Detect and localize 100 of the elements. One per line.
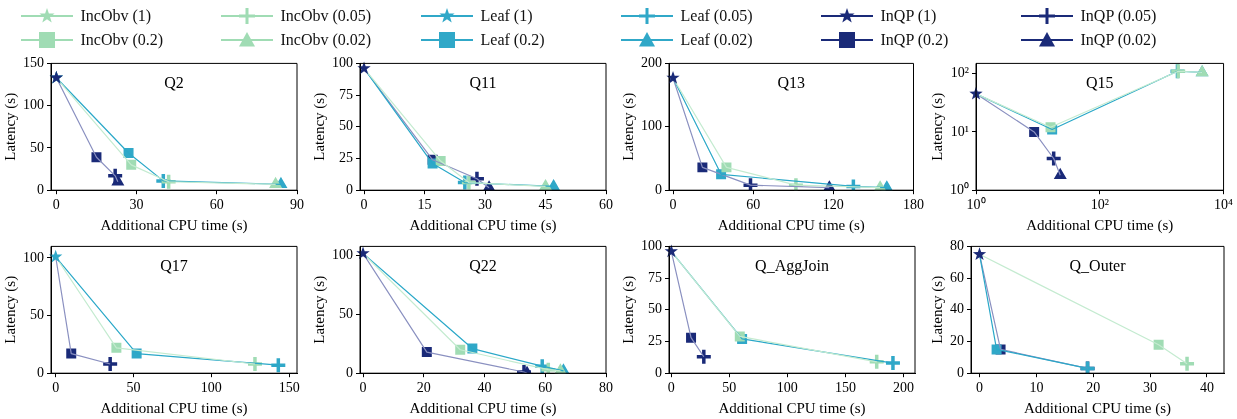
- x-tick-label: 0: [52, 380, 60, 396]
- y-axis-title: Latency (s): [1, 92, 19, 161]
- y-axis-title: Latency (s): [310, 275, 328, 344]
- y-tick-label: 80: [950, 238, 964, 254]
- legend-label: IncObv (1): [80, 7, 152, 25]
- y-axis-title: Latency (s): [619, 92, 637, 161]
- x-tick-label: 40: [477, 380, 492, 396]
- x-tick-label: 150: [834, 380, 856, 396]
- legend-label: IncObv (0.05): [280, 7, 372, 25]
- x-axis-title: Additional CPU time (s): [409, 216, 557, 234]
- y-tick-label: 0: [655, 181, 662, 197]
- y-axis-title: Latency (s): [928, 275, 946, 344]
- x-tick-label: 15: [417, 197, 432, 213]
- y-tick-label: 40: [950, 301, 964, 317]
- x-tick-label: 150: [278, 380, 300, 396]
- y-tick-label: 10²: [950, 65, 969, 81]
- y-tick-label: 100: [641, 118, 662, 134]
- text: Q17: [160, 256, 188, 274]
- x-tick-label: 60: [209, 197, 224, 213]
- x-axis-title: Additional CPU time (s): [718, 399, 866, 417]
- y-tick-label: 0: [346, 364, 353, 380]
- x-tick-label: 20: [1086, 380, 1101, 396]
- x-tick-label: 10⁰: [966, 197, 986, 213]
- legend-label: InQP (0.2): [880, 31, 949, 49]
- y-tick-label: 0: [655, 364, 662, 380]
- text: Q_AggJoin: [755, 256, 829, 275]
- legend-label: Leaf (0.2): [480, 31, 545, 49]
- x-tick-label: 60: [538, 380, 553, 396]
- x-axis-title: Additional CPU time (s): [100, 399, 248, 417]
- y-tick-label: 100: [332, 247, 353, 263]
- y-tick-label: 100: [332, 55, 353, 71]
- legend-label: Leaf (0.05): [680, 7, 753, 25]
- x-tick-label: 0: [976, 380, 984, 396]
- x-tick-label: 10: [1029, 380, 1044, 396]
- y-tick-label: 60: [950, 269, 964, 285]
- x-axis-title: Additional CPU time (s): [100, 216, 248, 234]
- legend-label: InQP (0.05): [1080, 7, 1157, 25]
- y-axis-title: Latency (s): [1, 275, 19, 344]
- x-tick-label: 40: [1199, 380, 1214, 396]
- x-tick-label: 45: [538, 197, 553, 213]
- x-tick-label: 180: [903, 197, 924, 213]
- text: Q22: [469, 256, 497, 274]
- x-tick-label: 60: [599, 197, 613, 213]
- y-tick-label: 10⁰: [950, 181, 969, 197]
- x-tick-label: 50: [722, 380, 737, 396]
- x-tick-label: 90: [290, 197, 304, 213]
- legend-label: IncObv (0.02): [280, 31, 372, 49]
- legend-label: Leaf (0.02): [680, 31, 753, 49]
- y-tick-label: 150: [23, 55, 44, 71]
- x-tick-label: 10²: [1090, 197, 1109, 213]
- y-tick-label: 50: [339, 118, 353, 134]
- y-axis-title: Latency (s): [928, 92, 946, 161]
- text: Q11: [469, 73, 497, 91]
- y-tick-label: 75: [339, 86, 353, 102]
- x-axis-title: Additional CPU time (s): [1023, 399, 1172, 417]
- text: Q2: [164, 73, 184, 91]
- x-axis-title: Additional CPU time (s): [717, 216, 865, 234]
- y-tick-label: 100: [641, 238, 662, 254]
- x-tick-label: 100: [200, 380, 222, 396]
- x-tick-label: 100: [776, 380, 798, 396]
- y-axis-title: Latency (s): [619, 275, 637, 344]
- x-tick-label: 0: [52, 197, 60, 213]
- x-tick-label: 30: [129, 197, 144, 213]
- y-tick-label: 25: [648, 333, 662, 349]
- x-tick-label: 10⁴: [1214, 197, 1234, 213]
- y-tick-label: 25: [339, 150, 353, 166]
- y-tick-label: 50: [648, 301, 662, 317]
- x-axis-title: Additional CPU time (s): [1026, 216, 1174, 234]
- y-tick-label: 20: [950, 333, 964, 349]
- text: Q_Outer: [1069, 256, 1127, 274]
- x-tick-label: 20: [416, 380, 431, 396]
- y-tick-label: 100: [23, 97, 44, 113]
- x-tick-label: 0: [359, 380, 367, 396]
- y-tick-label: 10¹: [950, 123, 969, 139]
- y-tick-label: 100: [23, 249, 44, 265]
- x-tick-label: 0: [360, 197, 368, 213]
- text: Q13: [777, 73, 806, 91]
- y-tick-label: 50: [30, 139, 44, 155]
- y-tick-label: 0: [346, 181, 353, 197]
- x-tick-label: 50: [126, 380, 141, 396]
- legend-label: Leaf (1): [480, 7, 533, 25]
- legend-label: IncObv (0.2): [80, 31, 164, 49]
- y-tick-label: 0: [37, 181, 44, 197]
- y-axis-title: Latency (s): [310, 92, 328, 161]
- y-tick-label: 0: [37, 364, 44, 380]
- y-tick-label: 75: [648, 269, 662, 285]
- y-tick-label: 50: [339, 306, 353, 322]
- x-tick-label: 0: [669, 197, 677, 213]
- x-tick-label: 200: [892, 380, 914, 396]
- y-tick-label: 200: [641, 55, 662, 71]
- x-tick-label: 0: [667, 380, 675, 396]
- x-tick-label: 30: [1143, 380, 1158, 396]
- y-tick-label: 0: [957, 364, 964, 380]
- x-tick-label: 80: [599, 380, 613, 396]
- legend-label: InQP (1): [880, 7, 937, 25]
- legend-label: InQP (0.02): [1080, 31, 1157, 49]
- y-tick-label: 50: [30, 307, 44, 323]
- x-tick-label: 30: [478, 197, 493, 213]
- x-tick-label: 120: [822, 197, 844, 213]
- x-tick-label: 60: [746, 197, 761, 213]
